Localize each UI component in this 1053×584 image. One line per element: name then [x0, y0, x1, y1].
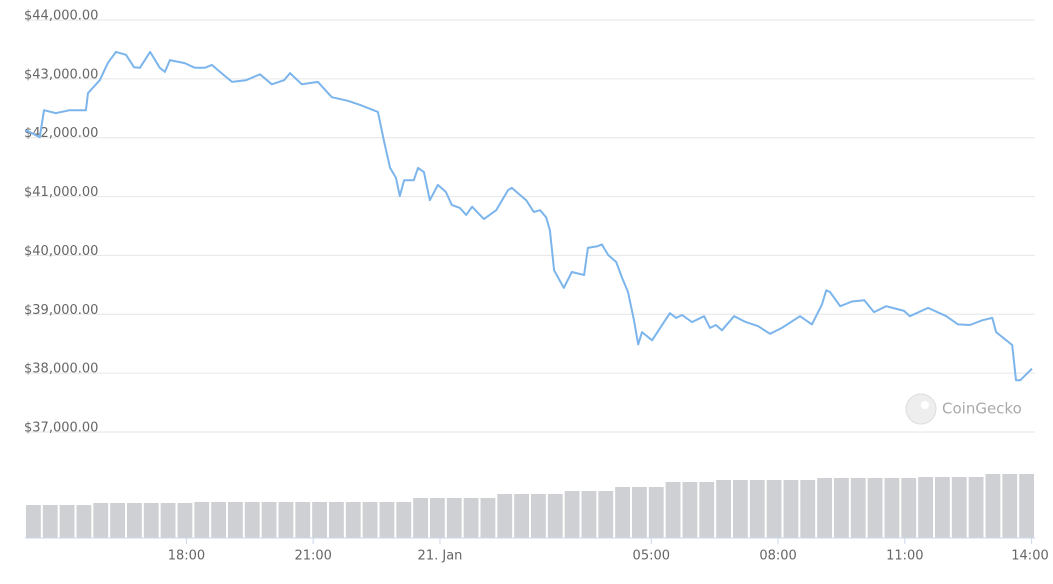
y-tick-label: $39,000.00	[24, 303, 98, 318]
x-tick-label: 21:00	[294, 549, 331, 564]
x-tick-label: 14:00	[1011, 549, 1048, 564]
y-tick-label: $44,000.00	[24, 9, 98, 24]
volume-bar	[834, 478, 849, 538]
watermark-logo	[905, 393, 937, 425]
volume-bar	[211, 502, 226, 538]
volume-bar	[1002, 474, 1018, 538]
volume-bar	[480, 498, 496, 538]
volume-bar	[345, 502, 361, 538]
watermark-text: CoinGecko	[942, 400, 1022, 418]
volume-bar	[514, 494, 529, 538]
volume-bar	[716, 480, 731, 538]
volume-bar	[278, 502, 294, 538]
price-line	[24, 50, 1033, 382]
volume-bar	[463, 498, 479, 538]
volume-bar	[682, 482, 698, 538]
volume-bar	[59, 505, 75, 538]
x-tick-label: 18:00	[168, 549, 205, 564]
volume-bar	[766, 480, 782, 538]
y-tick-label: $42,000.00	[24, 126, 98, 141]
volume-bar	[110, 503, 125, 538]
volume-bar	[76, 505, 92, 538]
volume-bar	[228, 502, 243, 538]
volume-bar	[547, 494, 563, 538]
volume-bar	[749, 480, 765, 538]
x-tick-label: 08:00	[759, 549, 796, 564]
x-tick-label: 05:00	[633, 549, 670, 564]
y-tick-label: $38,000.00	[24, 362, 98, 377]
volume-bar	[968, 477, 984, 538]
x-tick-label: 11:00	[886, 549, 923, 564]
volume-bar	[935, 477, 950, 538]
y-tick-label: $40,000.00	[24, 244, 98, 259]
volume-bar	[379, 502, 395, 538]
volume-bar	[951, 477, 967, 538]
volume-bar	[497, 494, 513, 538]
volume-bar	[884, 478, 900, 538]
volume-bar	[177, 503, 193, 538]
y-tick-label: $41,000.00	[24, 185, 98, 200]
volume-bar	[446, 498, 462, 538]
x-tick-label: 21. Jan	[418, 549, 463, 564]
volume-bar	[93, 503, 109, 538]
watermark-logo-eye	[921, 401, 929, 409]
volume-bar	[295, 502, 311, 538]
volume-bar	[918, 477, 933, 538]
volume-bar	[867, 478, 883, 538]
volume-bar	[312, 502, 327, 538]
volume-bar	[430, 498, 445, 538]
volume-bar	[194, 502, 210, 538]
volume-bar	[581, 491, 597, 538]
volume-bar	[817, 478, 832, 538]
volume-bar	[850, 478, 866, 538]
volume-bar	[329, 502, 344, 538]
volume-bar	[26, 505, 41, 538]
volume-bar	[127, 503, 142, 538]
watermark: CoinGecko	[905, 393, 1022, 425]
volume-bar	[598, 491, 614, 538]
y-tick-label: $37,000.00	[24, 421, 98, 436]
y-tick-label: $43,000.00	[24, 67, 98, 82]
volume-bar	[261, 502, 277, 538]
volume-bar	[362, 502, 378, 538]
volume-bar	[783, 480, 799, 538]
volume-bar	[648, 487, 664, 538]
volume-bar	[665, 482, 681, 538]
volume-bar	[699, 482, 715, 538]
volume-bar	[413, 498, 428, 538]
volume-bar	[901, 478, 917, 538]
volume-bar	[632, 487, 647, 538]
volume-bar	[733, 480, 748, 538]
volume-bar	[42, 505, 58, 538]
volume-bar	[615, 487, 630, 538]
volume-bar	[160, 503, 176, 538]
volume-bar	[244, 502, 260, 538]
volume-bar	[800, 480, 816, 538]
volume-bar	[985, 474, 1001, 538]
volume-bar	[564, 491, 580, 538]
volume-bar	[143, 503, 159, 538]
volume-bar	[396, 502, 412, 538]
volume-bar	[1019, 474, 1034, 538]
volume-bar	[531, 494, 546, 538]
